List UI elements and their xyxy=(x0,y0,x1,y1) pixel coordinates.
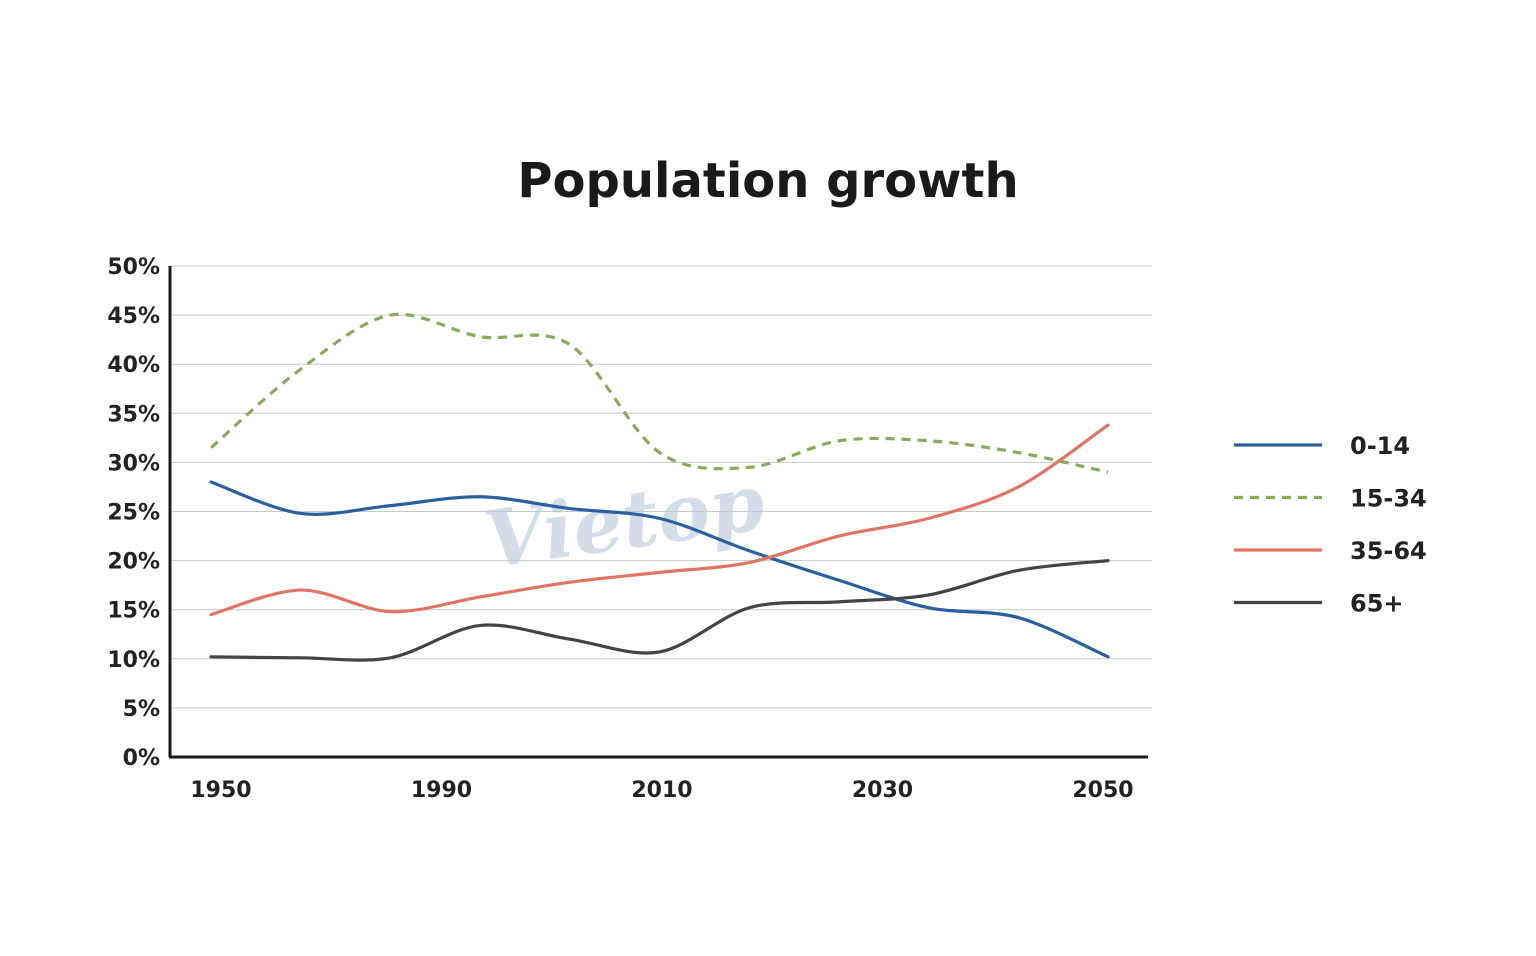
axes xyxy=(168,266,1148,759)
x-tick-label: 1950 xyxy=(190,778,251,803)
legend: 0-14 15-34 35-64 65+ xyxy=(1234,432,1427,618)
y-tick-label: 10% xyxy=(107,648,160,673)
series-line-0-14 xyxy=(209,480,1110,659)
legend-label: 15-34 xyxy=(1350,485,1427,513)
series-lines xyxy=(209,312,1110,662)
y-tick-label: 45% xyxy=(107,304,160,329)
x-tick-label: 2050 xyxy=(1072,778,1133,803)
legend-label: 0-14 xyxy=(1350,432,1410,460)
series-line-65+ xyxy=(209,559,1110,662)
x-tick-label: 1990 xyxy=(411,778,472,803)
y-tick-label: 20% xyxy=(107,550,160,575)
y-tick-label: 40% xyxy=(107,353,160,378)
x-axis-ticks: 1950 1990 2010 2030 2050 xyxy=(190,778,1133,803)
y-tick-label: 30% xyxy=(107,451,160,476)
series-line-35-64 xyxy=(209,423,1110,617)
y-tick-label: 25% xyxy=(107,501,160,526)
y-tick-label: 35% xyxy=(107,402,160,427)
legend-label: 65+ xyxy=(1350,590,1404,618)
series-line-15-34 xyxy=(209,312,1109,474)
legend-label: 35-64 xyxy=(1350,537,1427,565)
y-tick-label: 50% xyxy=(107,255,160,280)
y-axis-ticks: 0% 5% 10% 15% 20% 25% 30% 35% 40% 45% 50% xyxy=(107,255,160,771)
y-tick-label: 5% xyxy=(123,697,160,722)
chart-title: Population growth xyxy=(517,153,1018,209)
y-tick-label: 15% xyxy=(107,599,160,624)
x-tick-label: 2010 xyxy=(631,778,692,803)
y-tick-label: 0% xyxy=(123,746,160,771)
x-tick-label: 2030 xyxy=(852,778,913,803)
